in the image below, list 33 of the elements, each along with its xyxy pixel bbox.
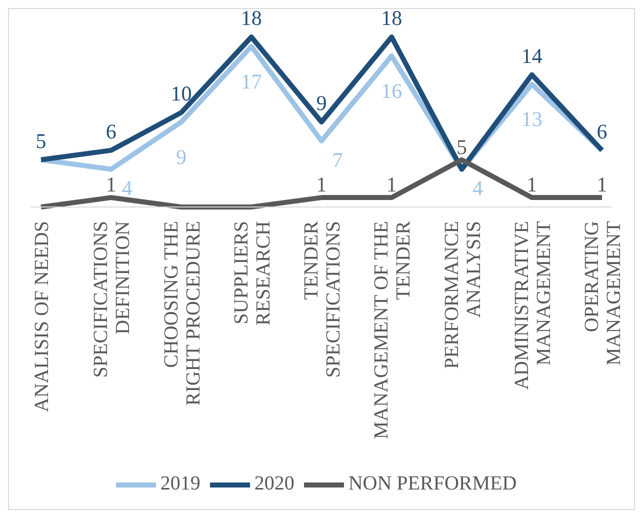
- data-label: 1: [526, 172, 538, 197]
- x-tick-label: OPERATING MANAGEMENT: [581, 221, 625, 366]
- data-label: 5: [36, 128, 46, 153]
- x-tick-label: ADMINISTRATIVE MANAGEMENT: [510, 221, 555, 390]
- x-tick-label: SUPPLIERS RESEARCH: [230, 221, 274, 326]
- data-label: 4: [122, 176, 133, 200]
- data-label: 1: [316, 172, 327, 197]
- data-label: 9: [176, 145, 186, 169]
- legend-label: 2020: [254, 472, 294, 495]
- data-label: 17: [240, 69, 262, 94]
- legend-label: 2019: [160, 472, 200, 495]
- legend-label: NON PERFORMED: [348, 472, 517, 495]
- x-tick-label: ANALISIS OF NEEDS: [31, 221, 53, 412]
- x-tick-label: TENDER SPECIFICATIONS: [300, 220, 344, 378]
- x-tick-label: PERFORMANCE ANALYSIS: [440, 221, 485, 369]
- data-label: 16: [381, 78, 402, 103]
- data-label: 9: [316, 91, 327, 115]
- data-label: 1: [596, 172, 608, 197]
- x-tick-label: CHOOSING THE RIGHT PROCEDURE: [160, 221, 204, 406]
- x-tick-label: MANAGEMENT OF THE TENDER: [370, 220, 415, 440]
- data-label: 10: [170, 82, 192, 106]
- data-label: 14: [521, 44, 543, 68]
- data-label: 5: [456, 134, 467, 159]
- data-label: 18: [240, 6, 262, 30]
- data-label: 1: [386, 172, 397, 197]
- data-label: 6: [106, 119, 116, 144]
- data-label: 4: [472, 176, 484, 200]
- data-label: 1: [106, 172, 116, 197]
- data-label: 13: [521, 107, 542, 132]
- data-label: 7: [332, 148, 343, 172]
- data-label: 6: [596, 119, 608, 144]
- x-tick-label: SPECIFICATIONS DEFINITION: [90, 221, 134, 378]
- data-label: 18: [381, 6, 402, 30]
